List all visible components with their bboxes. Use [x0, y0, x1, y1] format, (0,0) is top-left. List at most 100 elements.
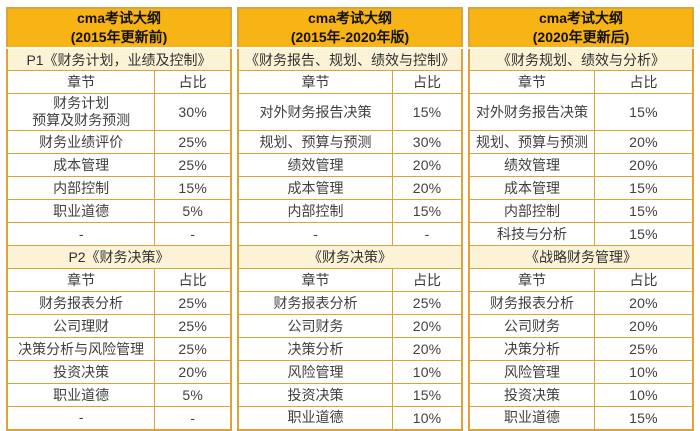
chapter-cell: 公司理财: [6, 314, 156, 339]
section-title-row: 《财务决策》: [237, 245, 463, 270]
column-header-row: 章节 占比: [6, 268, 232, 293]
share-cell: 20%: [392, 337, 463, 362]
column-header-row: 章节 占比: [468, 268, 694, 293]
chapter-cell: 对外财务报告决策: [237, 93, 394, 132]
table-title-line2: (2015年更新前): [70, 28, 168, 45]
share-cell: 25%: [392, 291, 463, 316]
chapter-cell: 决策分析: [468, 337, 595, 362]
chapter-cell: 投资决策: [6, 360, 156, 385]
outline-table-2015-2020: cma考试大纲 (2015年-2020年版) 《财务报告、规划、绩效与控制》 章节…: [237, 7, 463, 431]
share-cell: 25%: [154, 153, 232, 178]
outline-table-after-2020: cma考试大纲 (2020年更新后) 《财务规划、绩效与分析》 章节 占比 对外财务报…: [468, 7, 694, 431]
share-cell: 15%: [593, 199, 694, 224]
table-header-row: cma考试大纲 (2015年-2020年版): [238, 8, 462, 49]
share-cell: 15%: [154, 176, 232, 201]
share-column-header: 占比: [593, 70, 694, 95]
chapter-cell: 投资决策: [237, 383, 394, 408]
share-cell: -: [154, 222, 232, 247]
table-row: 投资决策 10%: [468, 383, 694, 408]
table-row: 财务报表分析 25%: [6, 291, 232, 316]
table-row: 职业道德 5%: [6, 199, 232, 224]
table-title: cma考试大纲 (2020年更新后): [469, 8, 693, 49]
table-title-line2: (2015年-2020年版): [290, 28, 410, 45]
share-cell: 15%: [392, 93, 463, 132]
table-row: 决策分析 20%: [237, 337, 463, 362]
chapter-cell: 对外财务报告决策: [468, 93, 595, 132]
table-row: 财务计划 预算及财务预测 30%: [6, 93, 232, 132]
share-cell: 20%: [593, 314, 694, 339]
section-title: 《战略财务管理》: [468, 245, 694, 270]
table-row: 对外财务报告决策 15%: [237, 93, 463, 132]
table-row: 投资决策 15%: [237, 383, 463, 408]
table-row: 决策分析与风险管理 25%: [6, 337, 232, 362]
section-title: 《财务报告、规划、绩效与控制》: [237, 47, 463, 72]
chapter-cell: 风险管理: [237, 360, 394, 385]
share-column-header: 占比: [392, 70, 463, 95]
chapter-cell: 财务计划 预算及财务预测: [6, 93, 156, 132]
chapter-cell: 职业道德: [6, 383, 156, 408]
share-cell: 10%: [392, 360, 463, 385]
table-row: 风险管理 10%: [468, 360, 694, 385]
share-column-header: 占比: [392, 268, 463, 293]
table-row: 风险管理 10%: [237, 360, 463, 385]
share-cell: 25%: [154, 314, 232, 339]
outline-column-after-2020: cma考试大纲 (2020年更新后) 《财务规划、绩效与分析》 章节 占比 对外财务报…: [468, 7, 694, 431]
share-cell: 5%: [154, 383, 232, 408]
table-row: 科技与分析 15%: [468, 222, 694, 247]
table-row: 内部控制 15%: [468, 199, 694, 224]
share-cell: 10%: [593, 383, 694, 408]
chapter-column-header: 章节: [468, 268, 595, 293]
share-cell: 15%: [593, 93, 694, 132]
table-row: 成本管理 25%: [6, 153, 232, 178]
share-cell: 25%: [154, 130, 232, 155]
table-title-line1: cma考试大纲: [307, 10, 393, 26]
table-row: --: [6, 222, 232, 247]
share-cell: 20%: [593, 130, 694, 155]
table-row: 财务报表分析 25%: [237, 291, 463, 316]
chapter-cell: 财务报表分析: [237, 291, 394, 316]
table-row: 成本管理 15%: [468, 176, 694, 201]
table-row: 对外财务报告决策 15%: [468, 93, 694, 132]
chapter-cell: 内部控制: [237, 199, 394, 224]
chapter-cell: 科技与分析: [468, 222, 595, 247]
chapter-cell: 规划、预算与预测: [468, 130, 595, 155]
column-header-row: 章节 占比: [237, 70, 463, 95]
chapter-cell: 决策分析与风险管理: [6, 337, 156, 362]
section-title-row: P1《财务计划，业绩及控制》: [6, 47, 232, 72]
chapter-cell: 职业道德: [6, 199, 156, 224]
table-row: 职业道德 15%: [468, 406, 694, 431]
share-cell: 25%: [593, 337, 694, 362]
chapter-cell: 决策分析: [237, 337, 394, 362]
table-row: 内部控制 15%: [6, 176, 232, 201]
chapter-cell: 投资决策: [468, 383, 595, 408]
table-title: cma考试大纲 (2015年更新前): [7, 8, 231, 49]
share-cell: 20%: [593, 153, 694, 178]
table-header-row: cma考试大纲 (2015年更新前): [7, 8, 231, 49]
chapter-cell: 绩效管理: [237, 153, 394, 178]
chapter-cell: 风险管理: [468, 360, 595, 385]
table-row: 绩效管理 20%: [237, 153, 463, 178]
table-row: 职业道德 10%: [237, 406, 463, 431]
share-cell: 20%: [392, 176, 463, 201]
section-title-row: 《财务规划、绩效与分析》: [468, 47, 694, 72]
column-header-row: 章节 占比: [237, 268, 463, 293]
share-cell: 15%: [593, 406, 694, 431]
share-cell: 15%: [392, 383, 463, 408]
table-row: 绩效管理 20%: [468, 153, 694, 178]
share-cell: 10%: [593, 360, 694, 385]
chapter-column-header: 章节: [237, 70, 394, 95]
column-header-row: 章节 占比: [6, 70, 232, 95]
table-row: 公司理财 25%: [6, 314, 232, 339]
chapter-cell: 公司财务: [237, 314, 394, 339]
table-row: --: [6, 406, 232, 431]
chapter-cell: 成本管理: [6, 153, 156, 178]
chapter-column-header: 章节: [6, 268, 156, 293]
chapter-cell: 规划、预算与预测: [237, 130, 394, 155]
chapter-cell: -: [237, 222, 394, 247]
share-cell: -: [154, 406, 232, 431]
table-row: 公司财务 20%: [237, 314, 463, 339]
table-row: 规划、预算与预测 30%: [237, 130, 463, 155]
share-cell: -: [392, 222, 463, 247]
chapter-cell: -: [6, 222, 156, 247]
share-cell: 15%: [593, 176, 694, 201]
